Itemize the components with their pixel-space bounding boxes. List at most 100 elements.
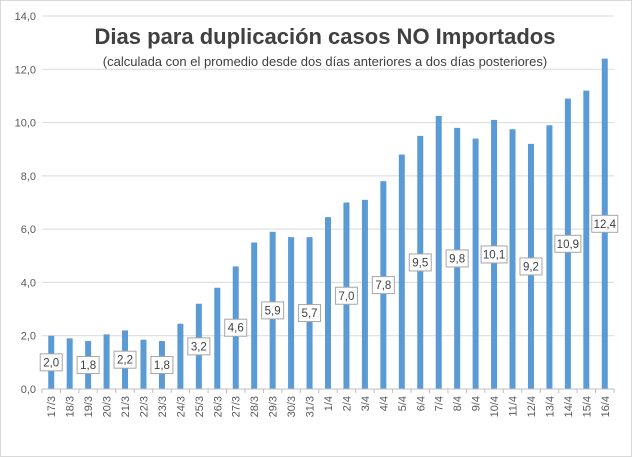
data-label-box [224, 318, 248, 337]
x-tick-label: 21/3 [120, 396, 132, 417]
grid-lines [42, 15, 614, 337]
chart-subtitle: (calculada con el promedio desde dos día… [102, 54, 548, 69]
data-label-box [187, 337, 211, 356]
bar [546, 125, 553, 389]
x-tick-label: 8/4 [452, 396, 464, 411]
x-tick-label: 18/3 [65, 396, 77, 417]
data-label: 1,8 [76, 356, 100, 375]
bar [66, 338, 73, 389]
y-tick-label: 12,0 [15, 64, 36, 76]
x-tick-label: 27/3 [231, 396, 243, 417]
data-label-text: 10,1 [483, 249, 505, 261]
x-tick-label: 10/4 [489, 396, 501, 417]
bar [288, 237, 295, 389]
y-tick-label: 4,0 [21, 277, 36, 289]
x-tick-label: 24/3 [175, 396, 187, 417]
data-label-text: 12,4 [594, 219, 617, 231]
data-label: 5,7 [298, 304, 322, 323]
data-label-text: 7,8 [375, 280, 391, 292]
bar [583, 90, 590, 389]
x-tick-label: 13/4 [544, 396, 556, 417]
data-label-box [408, 253, 432, 272]
x-tick-label: 7/4 [434, 396, 446, 411]
y-tick-label: 8,0 [21, 171, 36, 183]
data-label-box [113, 350, 137, 369]
bar [140, 339, 147, 389]
data-label-text: 10,9 [557, 239, 579, 251]
data-label: 10,1 [480, 245, 508, 264]
x-tick-label: 31/3 [305, 396, 317, 417]
y-tick-label: 14,0 [15, 11, 36, 23]
x-tick-label: 17/3 [46, 396, 58, 417]
y-tick-label: 2,0 [21, 331, 36, 343]
data-label-text: 2,0 [43, 357, 59, 369]
bars [48, 58, 608, 390]
x-tick-label: 6/4 [415, 396, 427, 411]
x-tick-label: 16/4 [600, 396, 612, 417]
chart-title: Dias para duplicación casos NO Importado… [94, 24, 556, 49]
data-label-box [519, 257, 543, 276]
x-tick-label: 22/3 [138, 396, 150, 417]
bar [398, 154, 405, 389]
x-tick-label: 23/3 [157, 396, 169, 417]
x-tick-label: 5/4 [397, 396, 409, 411]
data-label: 7,0 [334, 286, 358, 305]
axes: 0,0 2,0 4,0 6,0 8,0 10,0 12,0 14,0 17/3 18/3 19/3 2… [15, 11, 615, 417]
bar [435, 115, 442, 390]
x-tick-label: 14/4 [563, 396, 575, 417]
data-label-box [298, 304, 322, 323]
data-label-box [371, 276, 395, 295]
data-label-text: 9,5 [412, 257, 428, 269]
y-tick-label: 10,0 [15, 118, 36, 130]
bar [177, 323, 184, 389]
data-label: 12,4 [591, 214, 619, 233]
data-label-box [261, 301, 285, 320]
bar [251, 242, 258, 389]
data-label: 7,8 [371, 276, 395, 295]
x-tick-label: 15/4 [581, 396, 593, 417]
x-tick-label: 3/4 [360, 396, 372, 411]
x-tick-label: 30/3 [286, 396, 298, 417]
data-label-text: 5,7 [302, 308, 318, 320]
data-label-box [76, 356, 100, 375]
data-label-text: 1,8 [154, 360, 170, 372]
data-label-box [554, 234, 582, 253]
bar [472, 138, 479, 389]
x-tick-label: 25/3 [194, 396, 206, 417]
data-label-text: 3,2 [191, 341, 207, 353]
x-tick-label: 2/4 [341, 396, 353, 411]
data-label: 10,9 [554, 234, 582, 253]
data-label-text: 9,2 [523, 261, 539, 273]
data-label: 4,6 [224, 318, 248, 337]
bar [509, 129, 516, 389]
x-tick-label: 20/3 [102, 396, 114, 417]
data-label-box [334, 286, 358, 305]
data-label: 5,9 [261, 301, 285, 320]
data-label-box [480, 245, 508, 264]
bar [103, 334, 110, 389]
data-label: 9,5 [408, 253, 432, 272]
data-label: 9,2 [519, 257, 543, 276]
x-tick-label: 9/4 [471, 396, 483, 411]
data-label: 3,2 [187, 337, 211, 356]
x-tick-label: 4/4 [378, 396, 390, 411]
data-label-box [445, 249, 469, 268]
x-tick-label: 11/4 [508, 396, 520, 417]
x-tick-label: 28/3 [249, 396, 261, 417]
x-tick-label: 19/3 [83, 396, 95, 417]
y-tick-label: 6,0 [21, 224, 36, 236]
x-tick-label: 1/4 [323, 396, 335, 411]
data-label: 2,0 [39, 353, 63, 372]
bar [361, 199, 368, 389]
data-label-text: 1,8 [80, 360, 96, 372]
y-tick-label: 0,0 [21, 384, 36, 396]
bar [214, 287, 221, 389]
data-label-box [591, 214, 619, 233]
data-labels: 2,0 1,8 2,2 1,8 3,2 4,6 5,9 5,7 7,0 7,8 9,5 9,8 10,1… [39, 214, 619, 375]
data-label-box [150, 356, 174, 375]
data-label-text: 5,9 [265, 305, 281, 317]
x-tick-label: 12/4 [526, 396, 538, 417]
data-label-box [39, 353, 63, 372]
data-label: 1,8 [150, 356, 174, 375]
